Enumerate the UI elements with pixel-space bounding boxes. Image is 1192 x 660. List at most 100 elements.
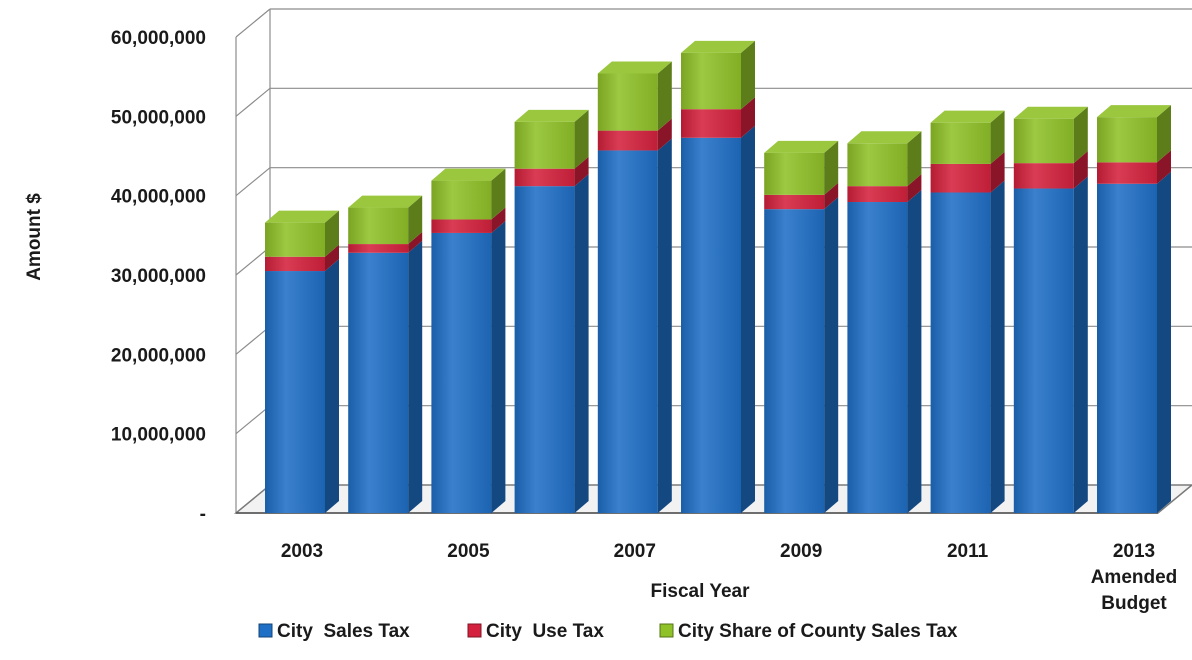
bar-segment bbox=[1097, 150, 1171, 184]
y-tick-label: 30,000,000 bbox=[111, 266, 206, 287]
bar-side-face bbox=[325, 210, 339, 257]
gridline-side bbox=[235, 87, 271, 117]
bar-front-face bbox=[847, 202, 908, 513]
bar-front-face bbox=[681, 109, 741, 138]
bar-side-face bbox=[408, 195, 423, 245]
bar-side-face bbox=[741, 97, 755, 138]
bar-front-face bbox=[764, 209, 825, 514]
bar-front-face bbox=[1097, 162, 1157, 184]
bar-front-face bbox=[348, 207, 409, 245]
bar-segment bbox=[1013, 151, 1088, 189]
bar-front-face bbox=[847, 143, 908, 187]
bar-front-face bbox=[930, 163, 991, 193]
gridline-side bbox=[235, 325, 271, 355]
bar-side-face bbox=[491, 168, 506, 220]
bar-side-face bbox=[574, 174, 589, 513]
bar-front-face bbox=[514, 186, 575, 513]
bar-front-face bbox=[764, 152, 825, 195]
bar-front-face bbox=[597, 73, 658, 131]
y-tick-label: 50,000,000 bbox=[111, 107, 206, 128]
bar-segment bbox=[847, 131, 922, 187]
x-tick-label: 2007 bbox=[614, 541, 656, 562]
legend-label: City Use Tax bbox=[486, 621, 604, 642]
x-axis-title: Fiscal Year bbox=[651, 581, 751, 602]
bar-top-face bbox=[847, 131, 922, 144]
legend-entry: City Sales Tax bbox=[258, 621, 410, 642]
bar-front-face bbox=[431, 180, 492, 220]
bar-front-face bbox=[1013, 118, 1074, 164]
bar-segment bbox=[930, 180, 1005, 513]
y-tick-label: 20,000,000 bbox=[111, 345, 206, 366]
bar-segment bbox=[514, 109, 589, 169]
bar-segment bbox=[681, 125, 755, 514]
bar-side-face bbox=[824, 140, 839, 195]
bar-segment bbox=[348, 232, 423, 253]
y-tick-label: 10,000,000 bbox=[111, 425, 206, 446]
bar-side-face bbox=[741, 40, 755, 110]
bar-side-face bbox=[990, 110, 1005, 164]
legend-swatch bbox=[659, 623, 674, 638]
bar-segment bbox=[1013, 106, 1088, 164]
bar-segment bbox=[681, 97, 755, 138]
bar-side-face bbox=[1157, 171, 1171, 513]
bar-segment bbox=[514, 174, 589, 513]
bar-top-face bbox=[930, 110, 1005, 123]
bar-side-face bbox=[657, 61, 672, 131]
bar-top-face bbox=[597, 61, 672, 74]
bar-front-face bbox=[764, 194, 825, 210]
x-tick-label: 2011 bbox=[947, 541, 989, 562]
bar-front-face bbox=[514, 121, 575, 169]
bar-top-face bbox=[431, 168, 506, 181]
bar-side-face bbox=[1157, 150, 1171, 184]
bar-segment bbox=[764, 182, 839, 210]
bar-top-face bbox=[1013, 106, 1088, 119]
bar-side-face bbox=[408, 232, 423, 253]
bar-side-face bbox=[657, 138, 672, 514]
bar-front-face bbox=[597, 150, 658, 514]
x-tick-label: Budget bbox=[1101, 593, 1167, 614]
bar-segment bbox=[431, 168, 506, 220]
bar-side-face bbox=[990, 151, 1005, 193]
legend-label: City Sales Tax bbox=[277, 621, 410, 642]
gridline-side bbox=[235, 167, 271, 197]
bar-segment bbox=[681, 40, 755, 110]
bar-front-face bbox=[597, 130, 658, 151]
bar-side-face bbox=[325, 244, 339, 272]
bar-side-face bbox=[408, 240, 423, 513]
bar-side-face bbox=[1073, 151, 1088, 189]
bar-side-face bbox=[824, 197, 839, 514]
bar-side-face bbox=[907, 131, 922, 187]
y-tick-label: 60,000,000 bbox=[111, 28, 206, 49]
bar-segment bbox=[930, 151, 1005, 193]
bar-segment bbox=[1097, 105, 1171, 163]
bar-front-face bbox=[348, 244, 409, 253]
bar-segment bbox=[597, 61, 672, 131]
bar-segment bbox=[265, 259, 339, 513]
legend-swatch bbox=[258, 623, 273, 638]
bar-side-face bbox=[824, 182, 839, 210]
bar-top-face bbox=[348, 195, 423, 208]
bar-front-face bbox=[681, 52, 741, 110]
bar-segment bbox=[265, 210, 339, 257]
bar-side-face bbox=[574, 109, 589, 169]
bar-top-face bbox=[764, 140, 839, 153]
bar-top-face bbox=[681, 40, 755, 53]
bar-side-face bbox=[491, 220, 506, 513]
bar-side-face bbox=[1073, 176, 1088, 513]
bar-side-face bbox=[1073, 106, 1088, 164]
bar-top-face bbox=[265, 210, 339, 223]
bar-side-face bbox=[325, 259, 339, 513]
bar-front-face bbox=[1097, 117, 1157, 163]
legend-entry: City Use Tax bbox=[467, 621, 604, 642]
bar-side-face bbox=[1157, 105, 1171, 163]
bar-segment bbox=[431, 207, 506, 233]
bar-front-face bbox=[1013, 188, 1074, 513]
bar-segment bbox=[348, 195, 423, 245]
bar-side-face bbox=[990, 180, 1005, 513]
y-axis-title: Amount $ bbox=[24, 193, 45, 281]
bar-segment bbox=[265, 244, 339, 272]
bar-front-face bbox=[265, 256, 325, 272]
bar-segment bbox=[930, 110, 1005, 164]
